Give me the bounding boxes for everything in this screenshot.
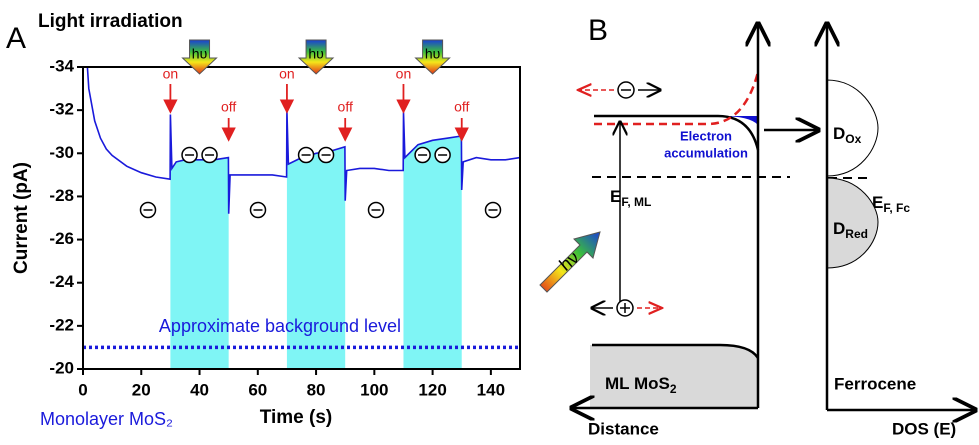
x-tick-label: 120 — [418, 380, 446, 399]
sample-label: Monolayer MoS₂ — [40, 409, 173, 429]
dos-ox — [826, 79, 879, 177]
text: E — [872, 193, 883, 212]
photon-label: hυ — [308, 46, 323, 62]
text: F, ML — [621, 195, 651, 209]
x-tick-label: 140 — [477, 380, 505, 399]
d-red-label: DRed — [833, 219, 868, 241]
x-axis-label: DOS (E) — [892, 419, 956, 438]
material-label: ML MoS2 — [605, 374, 677, 396]
y-tick-label: -22 — [49, 315, 74, 334]
y-tick-label: -34 — [49, 56, 74, 75]
x-axis-label: Time (s) — [260, 407, 333, 428]
d-ox-label: DOx — [833, 124, 862, 146]
valence-band — [592, 343, 760, 359]
fermi-ml-label: EF, ML — [610, 187, 651, 209]
accumulation-region — [720, 116, 758, 125]
photon-arrow — [181, 39, 218, 75]
y-tick-label: -26 — [49, 229, 74, 248]
photon-label: hυ — [425, 46, 440, 62]
red-band — [594, 71, 760, 126]
text: Red — [845, 227, 868, 241]
light-period — [170, 114, 229, 369]
x-tick-label: 60 — [248, 380, 267, 399]
y-tick-label: -32 — [49, 100, 74, 119]
band-diagram: B hν Electron accumulation EF, ML EF, Fc… — [539, 14, 975, 438]
text: D — [833, 124, 845, 143]
hole — [620, 303, 630, 313]
x-tick-label: 0 — [78, 380, 87, 399]
x-tick-label: 80 — [307, 380, 326, 399]
electrolyte-label: Ferrocene — [834, 374, 916, 393]
conduction-band — [594, 114, 760, 151]
off-label: off — [338, 99, 353, 115]
annotation: Approximate background level — [159, 316, 401, 336]
photon-arrow — [297, 39, 335, 75]
x-axis-label: Distance — [588, 419, 659, 438]
dos-red — [826, 177, 879, 269]
plot-frame — [82, 66, 521, 370]
off-label: off — [221, 99, 236, 115]
y-tick-label: -28 — [49, 186, 74, 205]
on-label: on — [279, 66, 295, 82]
on-label: on — [396, 66, 412, 82]
light-period — [403, 112, 462, 370]
plot-area: Approximate background level 0 20 40 60 80 100… — [49, 39, 521, 399]
panel-label: A — [6, 22, 26, 55]
text: ML MoS — [605, 374, 670, 393]
chart-title: Light irradiation — [38, 11, 183, 32]
y-tick-label: -24 — [49, 272, 74, 291]
text: F, Fc — [883, 201, 910, 215]
text: E — [610, 187, 621, 206]
text: 2 — [670, 382, 677, 396]
annotation: accumulation — [664, 145, 748, 160]
on-label: on — [163, 66, 179, 82]
y-tick-label: -20 — [49, 358, 74, 377]
y-axis-label: Current (pA) — [11, 162, 32, 274]
annotation: Electron — [680, 128, 732, 143]
light-period — [286, 110, 346, 370]
panel-label: B — [588, 14, 608, 47]
text: D — [833, 219, 845, 238]
text: Ox — [845, 132, 861, 146]
photon-arrow — [414, 39, 451, 75]
x-tick-label: 40 — [190, 380, 209, 399]
photon-label: hυ — [192, 46, 207, 62]
photon-arrow — [539, 231, 601, 293]
off-label: off — [454, 99, 469, 115]
fermi-fc-label: EF, Fc — [872, 193, 910, 215]
y-tick-label: -30 — [49, 143, 74, 162]
x-tick-label: 100 — [360, 380, 388, 399]
valence-region — [590, 345, 758, 408]
x-tick-label: 20 — [132, 380, 151, 399]
